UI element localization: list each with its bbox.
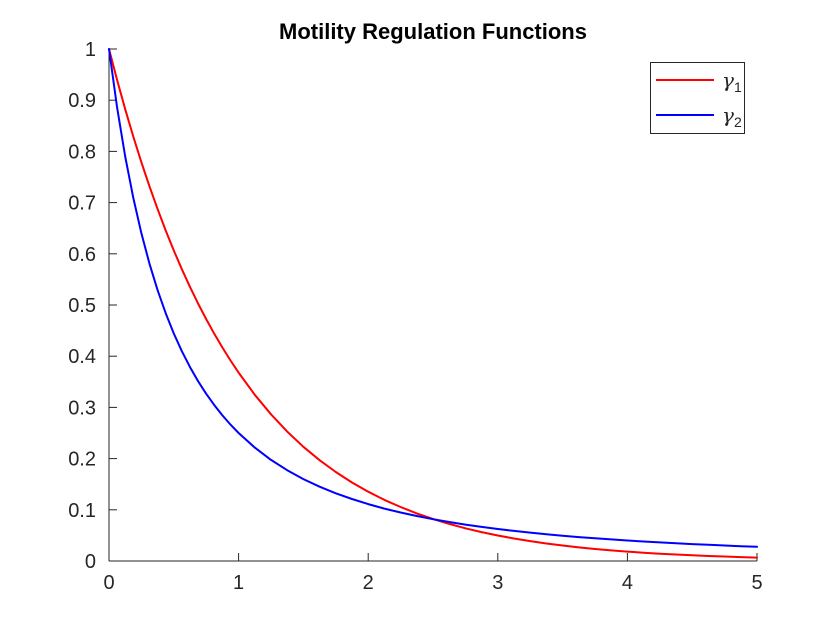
legend-line-sample-gamma-2 <box>656 114 714 116</box>
chart-title: Motility Regulation Functions <box>279 19 587 44</box>
y-tick-label: 0.2 <box>68 449 96 471</box>
y-tick-label: 0.3 <box>68 397 96 419</box>
y-tick-label: 0.5 <box>68 295 96 317</box>
legend: γ1 γ2 <box>650 62 745 134</box>
x-tick-label: 0 <box>103 572 114 594</box>
series-line-gamma-1 <box>108 48 758 559</box>
y-tick-label: 0.1 <box>68 500 96 522</box>
y-tick-label: 0.9 <box>68 90 96 112</box>
legend-label-gamma-2: γ2 <box>722 103 742 129</box>
legend-symbol: γ <box>722 103 734 127</box>
legend-line-sample-gamma-1 <box>656 79 714 81</box>
y-tick-label: 0 <box>85 551 96 573</box>
y-tick-label: 1 <box>85 39 96 61</box>
legend-symbol: γ <box>722 68 734 92</box>
legend-entry-gamma-1: γ1 <box>651 68 744 94</box>
y-tick-label: 0.7 <box>68 193 96 215</box>
y-tick-label: 0.6 <box>68 244 96 266</box>
y-tick-label: 0.4 <box>68 346 96 368</box>
legend-subscript: 1 <box>733 79 742 95</box>
legend-subscript: 2 <box>733 114 742 130</box>
x-tick-label: 2 <box>363 572 374 594</box>
x-tick-label: 5 <box>751 572 762 594</box>
legend-entry-gamma-2: γ2 <box>651 103 744 129</box>
y-tick-label: 0.8 <box>68 141 96 163</box>
x-tick-label: 1 <box>233 572 244 594</box>
x-tick-label: 4 <box>622 572 633 594</box>
x-tick-label: 3 <box>492 572 503 594</box>
series-line-gamma-2 <box>108 48 758 548</box>
legend-label-gamma-1: γ1 <box>722 68 742 94</box>
